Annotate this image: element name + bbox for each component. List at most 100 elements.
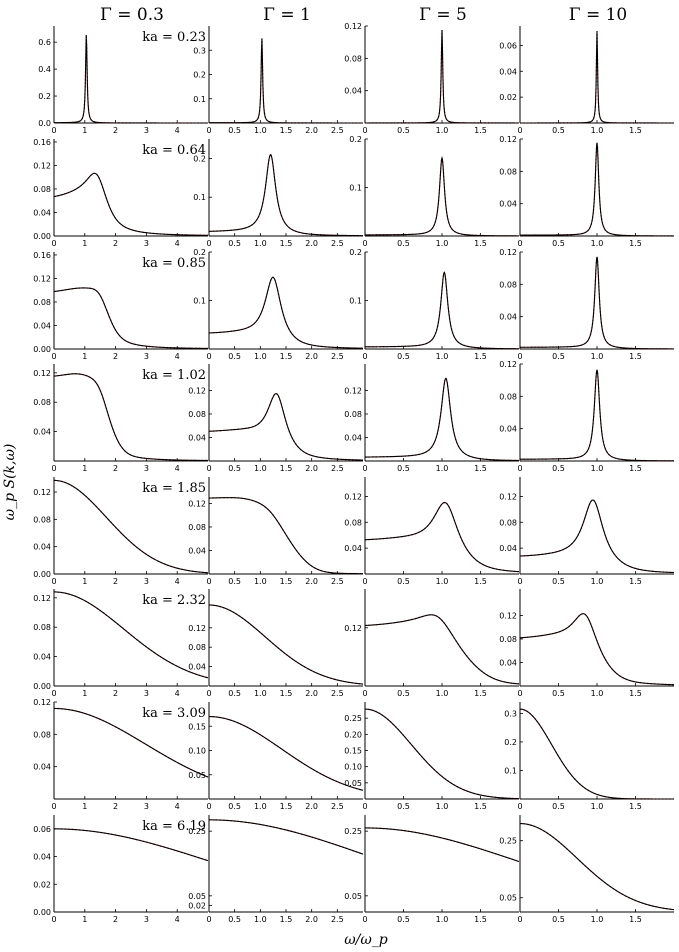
y-tick-label: 0.25: [499, 837, 517, 846]
x-tick-label: 1.0: [591, 577, 604, 586]
x-tick-label: 0.5: [228, 352, 241, 361]
series-solid-black: [53, 172, 208, 236]
y-tick-label: 0.04: [33, 428, 51, 437]
y-tick-label: 0.00: [33, 570, 51, 579]
y-tick-label: 0.1: [504, 766, 517, 775]
x-tick-label: 0: [206, 126, 211, 135]
panel-r1-c3: 0 0.5 1.0 1.5 0.04 0.08 0.12: [344, 22, 519, 135]
y-tick-label: 0.00: [33, 345, 51, 354]
x-tick-label: 1.5: [474, 464, 487, 473]
x-tick-label: 2: [113, 464, 118, 473]
y-tick-label: 0.04: [499, 67, 517, 76]
x-tick-label: 1.0: [254, 689, 267, 698]
x-tick-label: 0: [362, 577, 367, 586]
x-tick-label: 0.5: [397, 689, 410, 698]
y-tick-label: 0.04: [499, 425, 517, 434]
x-tick-label: 2.0: [305, 239, 318, 248]
x-tick-label: 0: [51, 126, 56, 135]
series-solid-black: [54, 707, 209, 778]
y-tick-label: 0.1: [193, 193, 206, 202]
x-tick-label: 1.5: [280, 352, 293, 361]
y-tick-label: 0.04: [33, 321, 51, 330]
x-tick-label: 0: [362, 239, 367, 248]
series-solid-black: [208, 393, 364, 461]
y-tick-label: 0.25: [188, 827, 206, 836]
x-tick-label: 1.5: [280, 802, 293, 811]
panel-r1-c2: 0 0.5 1.0 1.5 2.0 2.5 0.1 0.2 0.3: [193, 26, 363, 135]
x-tick-label: 2: [113, 802, 118, 811]
y-tick-label: 0.05: [188, 892, 206, 901]
y-tick-label: 0.12: [33, 274, 51, 283]
series-dotted-red: [53, 172, 208, 236]
x-tick-label: 0.5: [552, 352, 565, 361]
gamma-titles: Γ = 0.3 Γ = 1 Γ = 5 Γ = 10: [100, 5, 627, 25]
series-solid-black: [364, 155, 520, 237]
y-tick-label: 0.08: [499, 280, 517, 289]
series-dotted-red: [364, 501, 520, 573]
x-tick-label: 1.0: [591, 689, 604, 698]
x-tick-label: 1: [82, 126, 87, 135]
x-tick-label: 0: [51, 577, 56, 586]
y-tick-label: 0.04: [188, 433, 206, 442]
x-tick-label: 2.5: [331, 577, 344, 586]
x-tick-label: 0: [362, 915, 367, 924]
y-tick-label: 0.04: [188, 663, 206, 672]
y-tick-label: 0.08: [499, 167, 517, 176]
ka-label: ka = 2.32: [142, 593, 206, 608]
panel-r6-c4: 0 0.5 1.0 1.5 0.04 0.08 0.12: [499, 589, 675, 698]
x-tick-label: 1.5: [280, 239, 293, 248]
x-tick-label: 0: [362, 352, 367, 361]
x-tick-label: 0: [517, 352, 522, 361]
x-tick-label: 2.0: [305, 915, 318, 924]
x-tick-label: 0.5: [552, 464, 565, 473]
x-tick-label: 1.0: [436, 464, 449, 473]
x-tick-label: 4: [175, 352, 180, 361]
series-solid-black: [54, 828, 209, 862]
y-tick-label: 0.06: [33, 825, 51, 834]
x-tick-label: 3: [144, 239, 149, 248]
panel-r6-c2: 0 0.5 1.0 1.5 2.0 2.5 0.04 0.08 0.12: [188, 589, 364, 698]
series-solid-black: [520, 823, 675, 911]
x-tick-label: 3: [144, 464, 149, 473]
series-solid-black: [365, 827, 520, 863]
y-tick-label: 0.05: [188, 771, 206, 780]
x-tick-label: 1.5: [474, 352, 487, 361]
x-tick-label: 2.5: [331, 239, 344, 248]
x-tick-label: 1.5: [629, 464, 642, 473]
ka-label: ka = 1.85: [142, 481, 206, 496]
y-tick-label: 0.08: [33, 623, 51, 632]
x-tick-label: 2: [113, 126, 118, 135]
x-tick-label: 1.0: [254, 352, 267, 361]
x-tick-label: 4: [175, 802, 180, 811]
x-tick-label: 3: [144, 915, 149, 924]
series-solid-black: [520, 31, 674, 124]
x-tick-label: 2.0: [305, 126, 318, 135]
y-tick-label: 0.2: [504, 738, 517, 747]
series-dotted-red: [365, 377, 520, 462]
x-tick-label: 1: [82, 352, 87, 361]
x-tick-label: 4: [175, 915, 180, 924]
series-dotted-red: [53, 287, 209, 350]
x-tick-label: 1.5: [629, 352, 642, 361]
x-tick-label: 2: [113, 352, 118, 361]
series-solid-black: [519, 499, 675, 574]
y-tick-label: 0.04: [33, 763, 51, 772]
x-tick-label: 0.5: [228, 464, 241, 473]
ka-label: ka = 0.23: [142, 30, 206, 45]
x-tick-label: 1.0: [436, 239, 449, 248]
y-tick-label: 0.02: [188, 902, 206, 911]
x-tick-label: 0.5: [552, 802, 565, 811]
x-tick-label: 1.0: [591, 464, 604, 473]
y-tick-label: 0.2: [349, 135, 362, 144]
y-tick-label: 0.12: [33, 488, 51, 497]
y-tick-label: 0.12: [33, 594, 51, 603]
x-tick-label: 0.5: [228, 915, 241, 924]
x-tick-label: 1.5: [474, 126, 487, 135]
y-tick-label: 0.10: [188, 747, 206, 756]
series-solid-black: [209, 716, 364, 791]
x-tick-label: 1.0: [254, 239, 267, 248]
series-solid-black: [209, 38, 363, 124]
y-tick-label: 0.2: [38, 92, 51, 101]
x-tick-label: 1.5: [629, 126, 642, 135]
